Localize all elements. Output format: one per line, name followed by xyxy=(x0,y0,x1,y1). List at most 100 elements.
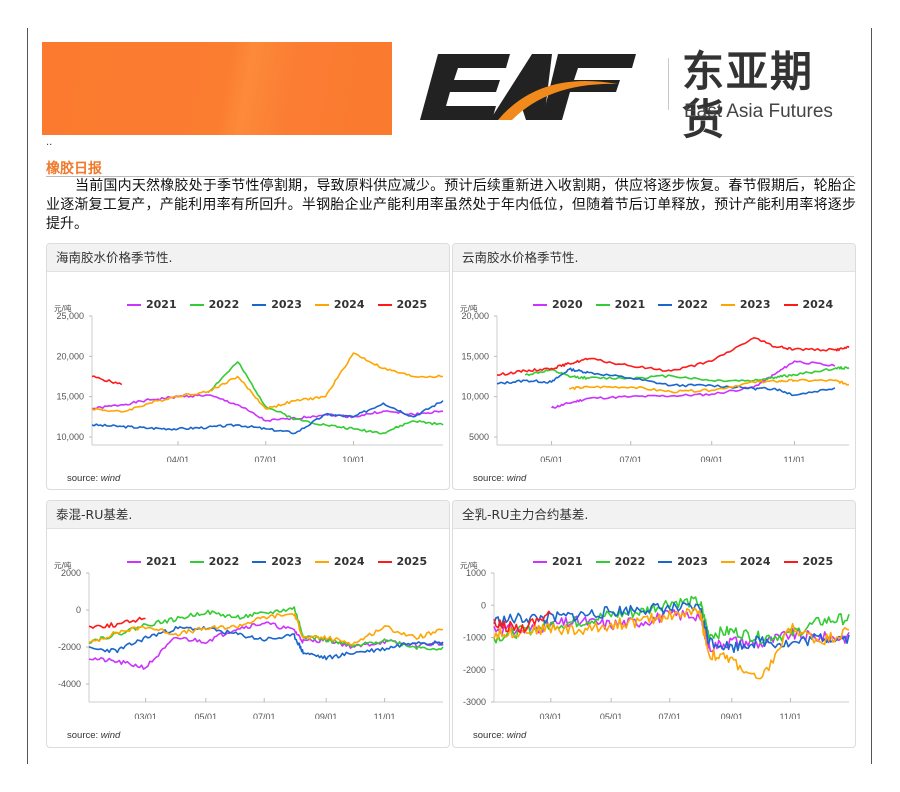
chart-panel-hainan: 海南胶水价格季节性. 2021 2022 2023 2024 2025 元/吨 25,0… xyxy=(46,243,450,490)
legend-label: 2023 xyxy=(677,555,708,568)
legend-label: 2021 xyxy=(552,555,583,568)
legend-swatch-icon xyxy=(314,560,329,563)
series-line-2021 xyxy=(88,621,444,670)
series-line-2022 xyxy=(496,367,836,397)
x-tick-label: 04/01 xyxy=(167,455,190,462)
x-tick-label: 11/01 xyxy=(374,712,396,719)
legend-label: 2022 xyxy=(208,298,240,311)
line-chart: 2000 0 -2000 -4000 03/01 05/01 07/01 09/01 11/01 xyxy=(58,568,444,719)
y-axis-unit: 元/吨 xyxy=(54,304,72,313)
legend-label: 2022 xyxy=(614,555,646,568)
report-summary: 当前国内天然橡胶处于季节性停割期，导致原料供应减少。预计后续重新进入收割期，供应… xyxy=(46,178,856,232)
legend-item-2024[interactable]: 2024 xyxy=(783,298,834,311)
legend-swatch-icon xyxy=(189,303,204,306)
legend-swatch-icon xyxy=(314,303,329,306)
series-line-2025 xyxy=(91,375,123,386)
legend-swatch-icon xyxy=(377,560,392,563)
chart-title: 云南胶水价格季节性. xyxy=(453,244,855,272)
source-value: wind xyxy=(100,473,121,484)
source-value: wind xyxy=(100,730,121,741)
legend-item-2024[interactable]: 2024 xyxy=(720,555,771,568)
legend-label: 2021 xyxy=(146,555,177,568)
legend-item-2025[interactable]: 2025 xyxy=(783,555,834,568)
chart-title: 全乳-RU主力合约基差. xyxy=(453,501,855,529)
legend-label: 2024 xyxy=(333,555,365,568)
legend-item-2020[interactable]: 2020 xyxy=(533,298,583,311)
legend-swatch-icon xyxy=(377,303,392,306)
source-label: source: xyxy=(67,473,99,484)
chart-panel-yunnan: 云南胶水价格季节性. 2020 2021 2022 2023 2024 元/吨 20,0… xyxy=(452,243,856,490)
series-line-2024 xyxy=(88,612,444,646)
legend-item-2023[interactable]: 2023 xyxy=(658,555,708,568)
legend-item-2023[interactable]: 2023 xyxy=(252,555,302,568)
legend-item-2021[interactable]: 2021 xyxy=(595,298,645,311)
y-tick-label: -4000 xyxy=(58,679,81,689)
page-border-left xyxy=(27,28,28,764)
legend-swatch-icon xyxy=(658,560,673,563)
x-tick-label: 07/01 xyxy=(658,712,681,719)
series-line-2022 xyxy=(88,606,444,651)
legend-swatch-icon xyxy=(720,303,735,306)
line-chart: 1000 0 -1000 -2000 -3000 03/01 05/01 07/01 09/01… xyxy=(463,568,850,719)
legend-label: 2023 xyxy=(271,298,302,311)
series-line-2022 xyxy=(207,361,444,435)
legend-item-2021[interactable]: 2021 xyxy=(127,298,177,311)
legend-item-2022[interactable]: 2022 xyxy=(595,555,646,568)
legend-item-2024[interactable]: 2024 xyxy=(314,555,365,568)
y-axis-unit: 元/吨 xyxy=(460,304,478,313)
legend-item-2022[interactable]: 2022 xyxy=(189,555,240,568)
y-tick-label: -1000 xyxy=(463,633,486,643)
series-line-2023 xyxy=(88,625,444,661)
y-tick-label: -2000 xyxy=(463,665,486,675)
legend-label: 2025 xyxy=(802,555,834,568)
legend-item-2023[interactable]: 2023 xyxy=(252,298,302,311)
legend-swatch-icon xyxy=(783,560,798,563)
line-chart: 20,000 15,000 10,000 5000 05/01 07/01 09/01 11/… xyxy=(461,311,850,462)
legend-swatch-icon xyxy=(252,560,267,563)
legend-label: 2023 xyxy=(739,298,771,311)
legend-swatch-icon xyxy=(127,303,141,306)
legend-swatch-icon xyxy=(189,560,204,563)
y-tick-label: 5000 xyxy=(469,432,489,442)
legend-item-2021[interactable]: 2021 xyxy=(127,555,177,568)
y-tick-label: 15,000 xyxy=(461,351,489,361)
legend-item-2025[interactable]: 2025 xyxy=(377,298,427,311)
chart-legend: 2020 2021 2022 2023 2024 xyxy=(533,298,833,311)
legend-label: 2025 xyxy=(396,555,428,568)
chart-source: source: wind xyxy=(67,473,120,484)
series-line-2025 xyxy=(88,616,146,629)
y-tick-label: 1000 xyxy=(466,568,486,578)
x-tick-label: 03/01 xyxy=(134,712,157,719)
x-tick-label: 05/01 xyxy=(540,455,563,462)
report-title: 橡胶日报 xyxy=(46,161,102,177)
series-line-2023 xyxy=(91,400,444,435)
y-tick-label: 0 xyxy=(76,605,81,615)
series-line-2020 xyxy=(550,360,836,409)
legend-item-2023[interactable]: 2023 xyxy=(720,298,771,311)
y-axis-unit: 元/吨 xyxy=(460,561,478,570)
legend-label: 2021 xyxy=(146,298,177,311)
legend-label: 2022 xyxy=(208,555,240,568)
legend-item-2022[interactable]: 2022 xyxy=(658,298,708,311)
x-tick-label: 09/01 xyxy=(700,455,723,462)
y-tick-label: 20,000 xyxy=(461,311,489,321)
y-tick-label: 2000 xyxy=(61,568,81,578)
series-line-2024 xyxy=(496,337,850,376)
legend-swatch-icon xyxy=(658,303,673,306)
legend-label: 2022 xyxy=(677,298,708,311)
legend-swatch-icon xyxy=(595,560,610,563)
chart-source: source: wind xyxy=(473,473,526,484)
y-tick-label: 10,000 xyxy=(56,432,84,442)
chart-source: source: wind xyxy=(67,730,120,741)
legend-label: 2024 xyxy=(802,298,834,311)
legend-item-2022[interactable]: 2022 xyxy=(189,298,240,311)
chart-legend: 2021 2022 2023 2024 2025 xyxy=(533,555,833,568)
legend-item-2021[interactable]: 2021 xyxy=(533,555,583,568)
y-tick-label: -2000 xyxy=(58,642,81,652)
legend-item-2025[interactable]: 2025 xyxy=(377,555,428,568)
x-tick-label: 03/01 xyxy=(540,712,563,719)
x-tick-label: 11/01 xyxy=(779,712,801,719)
legend-swatch-icon xyxy=(127,560,141,563)
legend-item-2024[interactable]: 2024 xyxy=(314,298,365,311)
legend-swatch-icon xyxy=(783,303,798,306)
